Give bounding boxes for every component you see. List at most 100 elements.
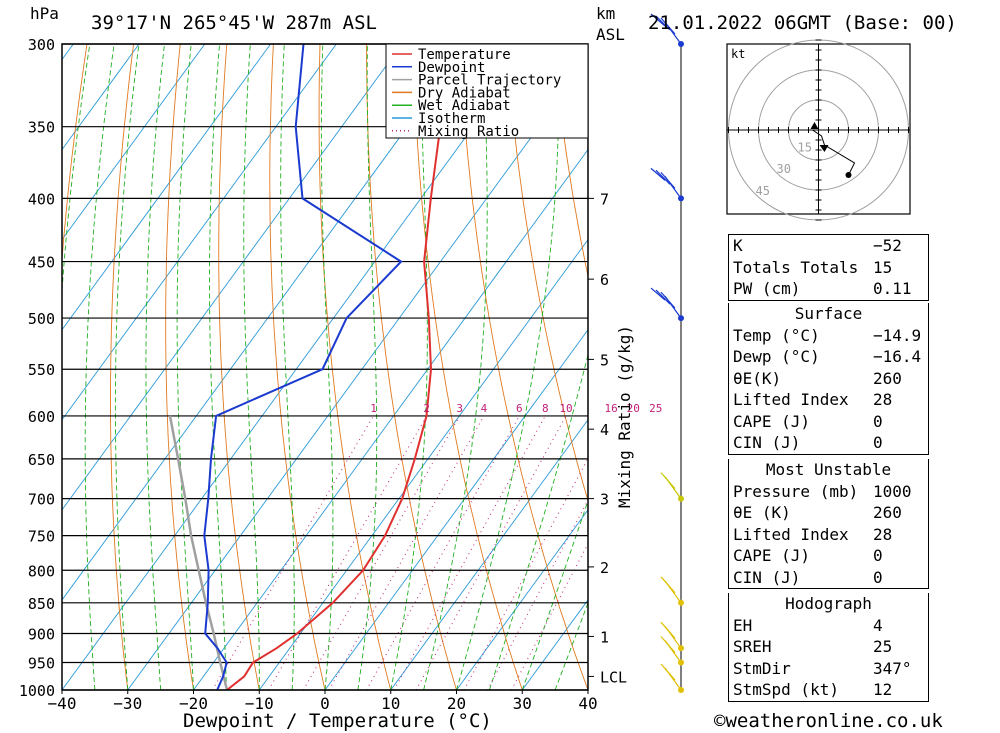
mixing-ratio-line (511, 542, 588, 690)
height-tick-label: 5 (600, 351, 609, 369)
pressure-tick-label: 550 (28, 361, 55, 379)
x-axis-label: Dewpoint / Temperature (°C) (183, 710, 492, 732)
surface-row: CIN (J) 0 (729, 432, 928, 454)
wind-barb-staff (664, 176, 682, 199)
isotherm-line (62, 44, 534, 690)
temp-tick-label: −20 (179, 694, 208, 713)
index-value: 28 (873, 390, 893, 409)
index-label: Totals Totals (733, 257, 859, 277)
wind-barb-staff (664, 21, 682, 45)
dewpoint-line (203, 44, 403, 690)
temperature-line (226, 44, 466, 690)
height-unit-asl: ASL (596, 25, 625, 44)
index-label: CAPE (J) (733, 411, 811, 431)
location-title: 39°17'N 265°45'W 287m ASL (91, 12, 377, 34)
wet-adiabat-line (114, 44, 140, 690)
height-tick-label: 6 (600, 271, 609, 289)
wind-barb-staff (664, 295, 682, 319)
index-label: Lifted Index (733, 524, 849, 544)
wind-barb-staff (664, 625, 682, 649)
hodograph: kt 15 30 45 (726, 39, 911, 221)
isotherm-line (62, 44, 337, 421)
mixing-ratio-label: 20 (627, 402, 640, 415)
hodograph-row: StmDir 347° (729, 658, 928, 680)
legend-box (385, 43, 589, 139)
most-unstable-row: CAPE (J) 0 (729, 545, 928, 567)
height-unit: km (596, 4, 615, 23)
mixing-ratio-label: 25 (649, 402, 662, 415)
index-label: SREH (733, 637, 772, 656)
index-label: StmSpd (kt) (733, 680, 839, 699)
temp-tick-label: 10 (381, 694, 400, 713)
mixing-ratio-label: 4 (481, 402, 488, 415)
pressure-tick-label: 1000 (19, 682, 55, 700)
legend-label: Isotherm (418, 111, 485, 127)
index-value: 25 (873, 637, 893, 656)
dry-adiabat-line (552, 44, 588, 279)
most-unstable-table: Most Unstable Pressure (mb) 1000 θE (K) 260 L… (728, 459, 929, 589)
wind-barb (650, 167, 666, 181)
temp-tick-label: −10 (245, 694, 274, 713)
pressure-tick-label: 450 (28, 254, 55, 272)
legend-label: Mixing Ratio (418, 124, 519, 140)
index-value: 0 (873, 567, 883, 587)
mixing-ratio-label: 1 (370, 402, 377, 415)
index-value: −52 (873, 236, 902, 255)
plot-frame (61, 43, 589, 691)
wind-barb (650, 287, 666, 301)
pressure-tick-label: 500 (28, 310, 55, 328)
wet-adiabat-line (145, 44, 165, 690)
hodograph-row: EH 4 (729, 615, 928, 637)
surface-table: Surface Temp (°C) −14.9 Dewp (°C) −16.4 θE(K)… (728, 303, 929, 455)
height-tick-label: 1 (600, 628, 609, 646)
indices-top-table: K −52 Totals Totals 15 PW (cm) 0.11 (728, 234, 929, 301)
wet-adiabat-line (209, 44, 227, 690)
wet-adiabat-line (84, 44, 115, 690)
hodograph-point (845, 172, 852, 178)
section-title: Hodograph (785, 594, 872, 613)
index-value: 1000 (873, 481, 912, 501)
temp-tick-label: 20 (447, 694, 466, 713)
isotherm-line (62, 44, 469, 601)
height-tick-label: 4 (600, 421, 609, 439)
temp-tick-label: 0 (320, 694, 330, 713)
mean-wind-marker (819, 145, 829, 152)
index-label: Temp (°C) (733, 325, 820, 345)
hodograph-row: SREH 25 (729, 636, 928, 658)
surface-row: Dewp (°C) −16.4 (729, 346, 928, 368)
surface-row: θE(K) 260 (729, 368, 928, 390)
index-label: CIN (J) (733, 567, 801, 587)
pressure-tick-label: 700 (28, 491, 55, 509)
pressure-tick-label: 400 (28, 190, 55, 208)
index-value: 0 (873, 546, 883, 565)
index-value: 260 (873, 503, 902, 522)
index-value: 0.11 (873, 279, 912, 298)
index-row: PW (cm) 0.11 (729, 278, 928, 300)
index-value: 0 (873, 433, 883, 452)
mixing-ratio-label: 10 (559, 402, 572, 415)
index-label: PW (cm) (733, 279, 801, 298)
legend-label: Parcel Trajectory (418, 73, 561, 89)
datetime-title: 21.01.2022 06GMT (Base: 00) (648, 12, 957, 34)
wind-barb-staff (664, 580, 682, 604)
isotherm-line (62, 44, 271, 331)
height-tick-label: 7 (600, 190, 609, 208)
wind-barb-staff (664, 640, 682, 663)
hodograph-ring-label: 45 (756, 184, 770, 198)
pressure-tick-label: 800 (28, 562, 55, 580)
index-value: 0 (873, 411, 883, 431)
wet-adiabat-line (280, 44, 295, 690)
legend-label: Wet Adiabat (418, 98, 511, 114)
index-label: Dewp (°C) (733, 347, 820, 366)
wind-barb (650, 13, 666, 27)
surface-row: Lifted Index 28 (729, 389, 928, 411)
index-label: K (733, 236, 743, 255)
index-label: Pressure (mb) (733, 481, 859, 501)
hodograph-unit: kt (731, 47, 745, 61)
dry-adiabat-line (926, 44, 1000, 690)
most-unstable-row: Pressure (mb) 1000 (729, 481, 928, 503)
mixing-ratio-label: 3 (456, 402, 463, 415)
pressure-tick-label: 350 (28, 119, 55, 137)
hodograph-table: Hodograph EH 4 SREH 25 StmDir 347° StmSpd (kt) 1… (728, 593, 929, 702)
